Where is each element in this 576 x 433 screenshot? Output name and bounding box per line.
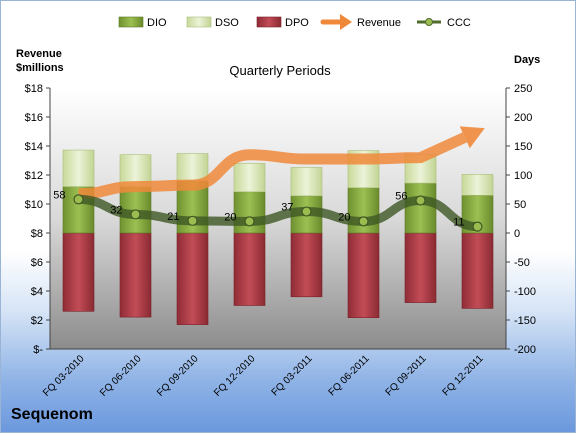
ccc-point [244,216,255,227]
revenue-arrowhead [459,126,485,149]
bar-dso [233,163,266,193]
right-tick-label: 150 [514,141,532,153]
ccc-value-label: 11 [453,217,464,229]
ccc-point [130,209,141,220]
right-tick-label: 100 [514,170,532,182]
left-tick-label: $10 [25,199,43,211]
ccc-value-label: 21 [167,211,179,223]
left-axis: $- $2 $4 $6 $8 $10 $12 $14 $16 $18 [25,83,51,356]
bar-dso [62,149,95,187]
left-axis-title-line1: Revenue [16,48,62,60]
left-axis-title-line2: $millions [16,62,64,74]
left-tick-label: $2 [31,315,43,327]
left-tick-label: $4 [31,286,43,298]
ccc-point [415,195,426,206]
x-tick-label: FQ 09-2011 [384,353,429,398]
ccc-point [358,216,369,227]
x-tick-label: FQ 12-2010 [212,353,258,399]
legend-label-dio: DIO [147,17,167,29]
bar-dio [404,182,437,234]
revenue-series [78,126,485,200]
bar-dpo [290,232,323,298]
bar-dio [233,191,266,234]
legend-swatch-ccc [417,18,441,26]
ccc-value-label: 58 [53,189,65,201]
legend-swatch-dpo [256,16,282,28]
right-tick-label: 250 [514,83,532,95]
right-tick-label: -200 [514,344,536,356]
left-tick-label: $8 [31,228,43,240]
bar-dpo [461,232,494,309]
right-tick-label: 0 [514,228,520,240]
ccc-value-label: 20 [224,211,236,223]
left-tick-label: $16 [25,112,43,124]
bar-dso [290,167,323,197]
bar-dpo [176,232,209,325]
legend-swatch-revenue [320,14,352,30]
bar-dso [176,153,209,182]
legend-swatch-dio [118,16,144,28]
legend-label-dso: DSO [215,17,239,29]
bar-dpo [233,232,266,306]
left-tick-label: $6 [31,257,43,269]
bar-dpo [347,232,380,318]
legend: DIO DSO DPO Revenue CCC [118,14,471,30]
company-name: Sequenom [11,406,93,423]
ccc-value-label: 37 [281,202,293,214]
right-axis-title: Days [514,54,540,66]
ccc-point [301,206,312,217]
ccc-point [472,221,483,232]
left-tick-label: $14 [25,141,43,153]
x-tick-label: FQ 09-2010 [155,353,201,399]
x-tick-label: FQ 03-2011 [270,353,315,398]
legend-label-revenue: Revenue [357,17,401,29]
right-tick-label: -50 [514,257,530,269]
legend-label-dpo: DPO [285,17,309,29]
bar-dpo [62,232,95,312]
x-tick-label: FQ 03-2010 [41,353,87,399]
right-tick-label: -100 [514,286,536,298]
ccc-point [187,215,198,226]
left-tick-label: $12 [25,170,43,182]
x-tick-label: FQ 06-2011 [327,353,372,398]
ccc-value-label: 56 [395,191,407,203]
x-tick-label: FQ 06-2010 [98,353,144,399]
right-tick-label: -150 [514,315,536,327]
chart-title: Quarterly Periods [229,63,331,78]
legend-swatch-dso [186,16,212,28]
ccc-value-label: 20 [338,211,350,223]
x-tick-label: FQ 12-2011 [441,353,486,398]
x-axis: FQ 03-2010 FQ 06-2010 FQ 09-2010 FQ 12-2010… [41,353,486,399]
ccc-value-label: 32 [110,204,122,216]
right-axis: -200 -150 -100 -50 0 50 100 150 200 250 [50,83,536,356]
left-tick-label: $- [33,344,43,356]
left-tick-label: $18 [25,83,43,95]
ccc-point [73,194,84,205]
ccc-series: 58 32 21 20 37 20 56 11 [53,189,483,232]
bar-dpo [404,232,437,303]
revenue-line [78,132,468,200]
bar-dso [461,174,494,196]
legend-label-ccc: CCC [447,17,471,29]
right-tick-label: 200 [514,112,532,124]
right-tick-label: 50 [514,199,526,211]
bar-dpo [119,232,152,318]
